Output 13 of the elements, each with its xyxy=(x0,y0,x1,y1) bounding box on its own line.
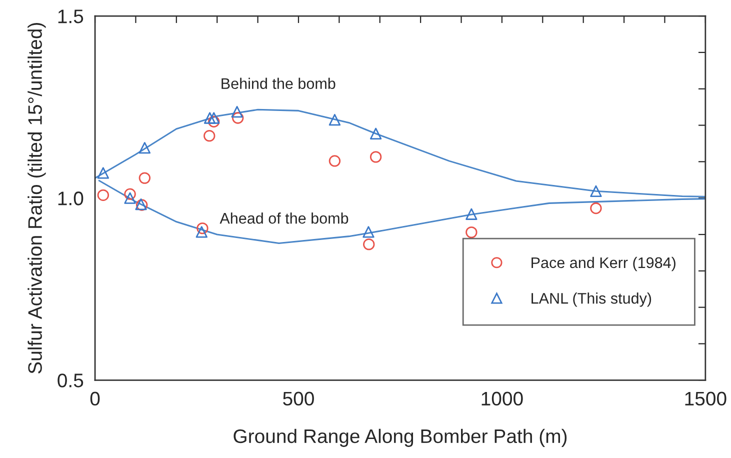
x-tick-label: 0 xyxy=(90,392,100,406)
annotation: Ahead of the bomb xyxy=(220,212,348,224)
y-tick-label: 1.5 xyxy=(58,10,84,24)
x-tick-label: 1000 xyxy=(482,392,523,406)
y-axis-title: Sulfur Activation Ratio (tilted 15°/untilted) xyxy=(28,23,46,374)
y-tick-label: 0.5 xyxy=(58,374,84,388)
annotation: Behind the bomb xyxy=(222,78,336,89)
legend-label: Pace and Kerr (1984) xyxy=(532,256,676,272)
x-axis-title: Ground Range Along Bomber Path (m) xyxy=(234,428,567,447)
x-tick-label: 1500 xyxy=(685,392,726,406)
y-tick-label: 1.0 xyxy=(58,192,84,206)
x-tick-label: 500 xyxy=(283,392,314,406)
legend-label: LANL (This study) xyxy=(532,292,652,307)
